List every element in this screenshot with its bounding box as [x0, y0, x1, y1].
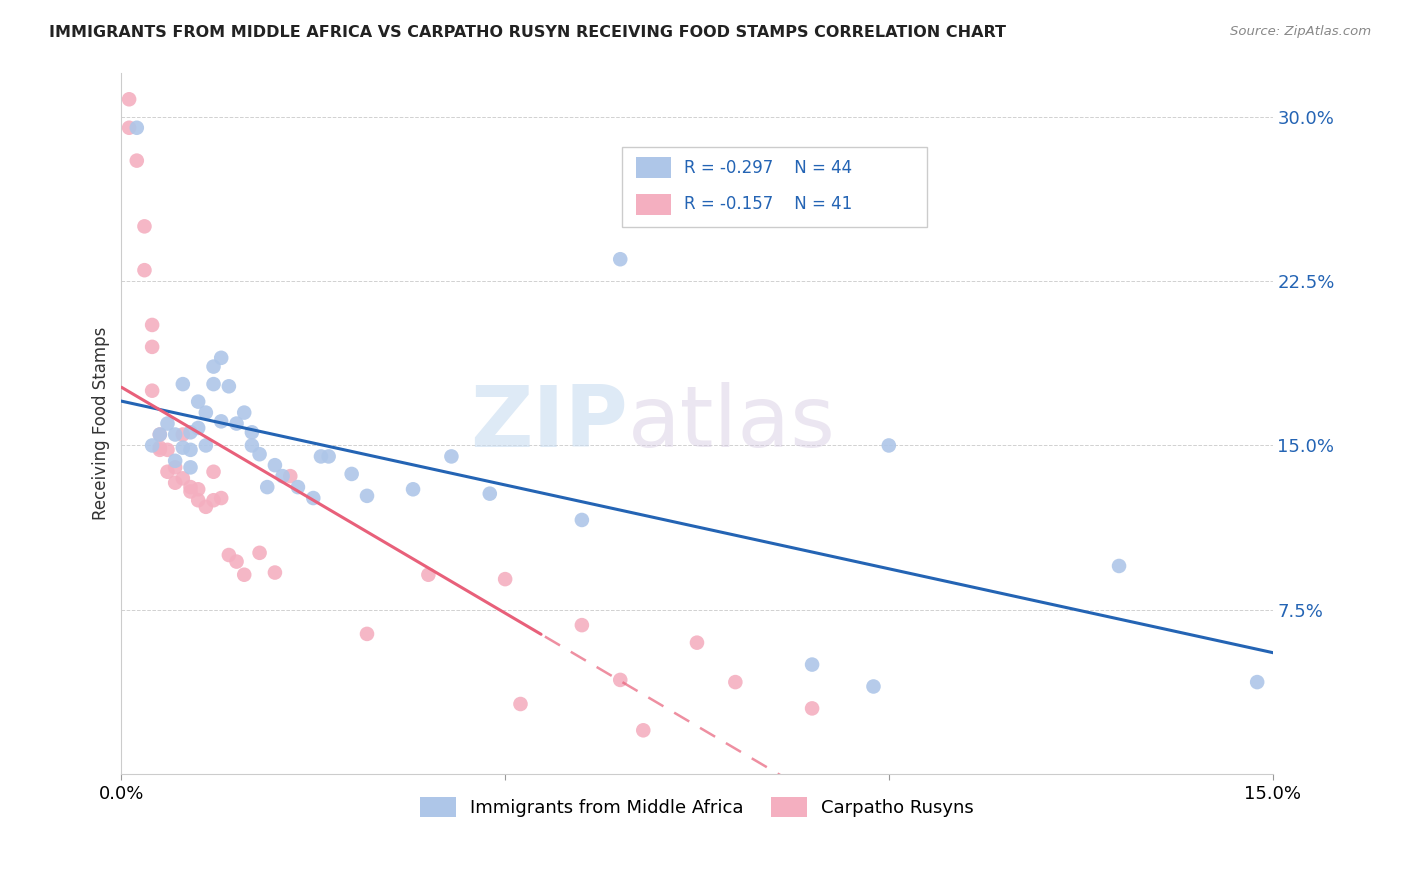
Point: [165, 454, 187, 468]
Text: R = -0.157    N = 41: R = -0.157 N = 41: [685, 195, 852, 213]
Text: R = -0.297    N = 44: R = -0.297 N = 44: [685, 159, 852, 177]
Point: [356, 489, 378, 503]
Point: [225, 555, 247, 569]
Point: [141, 438, 163, 452]
Point: [194, 406, 217, 420]
Point: [240, 438, 263, 452]
Point: [686, 635, 709, 649]
Point: [287, 480, 309, 494]
Point: [801, 701, 824, 715]
Point: [125, 153, 148, 168]
Point: [609, 673, 631, 687]
Point: [149, 427, 172, 442]
Point: [179, 442, 201, 457]
FancyBboxPatch shape: [623, 146, 927, 227]
Point: [440, 450, 463, 464]
Point: [218, 379, 240, 393]
Point: [179, 460, 201, 475]
Point: [340, 467, 363, 481]
Legend: Immigrants from Middle Africa, Carpatho Rusyns: Immigrants from Middle Africa, Carpatho …: [412, 789, 981, 825]
Point: [724, 675, 747, 690]
Point: [218, 548, 240, 562]
Point: [149, 441, 172, 455]
Point: [141, 340, 163, 354]
Point: [194, 438, 217, 452]
Point: [118, 92, 141, 106]
Point: [118, 120, 141, 135]
Point: [877, 438, 900, 452]
Point: [209, 351, 232, 365]
Point: [249, 447, 271, 461]
Point: [187, 421, 209, 435]
Point: [187, 483, 209, 497]
Point: [179, 484, 201, 499]
Point: [156, 417, 179, 431]
Point: [478, 486, 501, 500]
Point: [309, 450, 332, 464]
Point: [264, 566, 287, 580]
Point: [156, 465, 179, 479]
Text: IMMIGRANTS FROM MIDDLE AFRICA VS CARPATHO RUSYN RECEIVING FOOD STAMPS CORRELATIO: IMMIGRANTS FROM MIDDLE AFRICA VS CARPATH…: [49, 25, 1007, 40]
Point: [249, 546, 271, 560]
Point: [172, 471, 194, 485]
Point: [633, 723, 655, 738]
Point: [1108, 558, 1130, 573]
Point: [134, 263, 156, 277]
Point: [202, 359, 225, 374]
Bar: [636, 194, 671, 215]
Point: [125, 120, 148, 135]
Point: [418, 567, 440, 582]
Point: [271, 469, 294, 483]
Point: [141, 384, 163, 398]
Point: [172, 377, 194, 392]
Text: Source: ZipAtlas.com: Source: ZipAtlas.com: [1230, 25, 1371, 38]
Point: [165, 460, 187, 475]
Point: [571, 618, 593, 632]
Point: [801, 657, 824, 672]
Point: [240, 425, 263, 440]
Point: [179, 480, 201, 494]
Point: [172, 441, 194, 455]
Point: [264, 458, 287, 473]
Point: [187, 493, 209, 508]
Point: [202, 465, 225, 479]
Point: [278, 469, 301, 483]
Point: [165, 427, 187, 442]
Point: [202, 377, 225, 392]
Point: [356, 627, 378, 641]
Point: [187, 394, 209, 409]
Point: [571, 513, 593, 527]
Point: [209, 414, 232, 428]
Point: [156, 442, 179, 457]
Point: [1246, 675, 1268, 690]
Point: [202, 493, 225, 508]
Point: [402, 483, 425, 497]
Point: [233, 567, 256, 582]
Point: [209, 491, 232, 505]
Bar: [636, 157, 671, 178]
Point: [179, 425, 201, 440]
Point: [609, 252, 631, 267]
Point: [141, 318, 163, 332]
Point: [172, 427, 194, 442]
Point: [134, 219, 156, 234]
Point: [225, 417, 247, 431]
Point: [509, 697, 531, 711]
Point: [194, 500, 217, 514]
Text: atlas: atlas: [628, 382, 837, 465]
Point: [862, 680, 884, 694]
Text: ZIP: ZIP: [470, 382, 628, 465]
Y-axis label: Receiving Food Stamps: Receiving Food Stamps: [93, 326, 110, 520]
Point: [149, 442, 172, 457]
Point: [318, 450, 340, 464]
Point: [233, 406, 256, 420]
Point: [165, 475, 187, 490]
Point: [149, 427, 172, 442]
Point: [256, 480, 278, 494]
Point: [302, 491, 325, 505]
Point: [494, 572, 516, 586]
